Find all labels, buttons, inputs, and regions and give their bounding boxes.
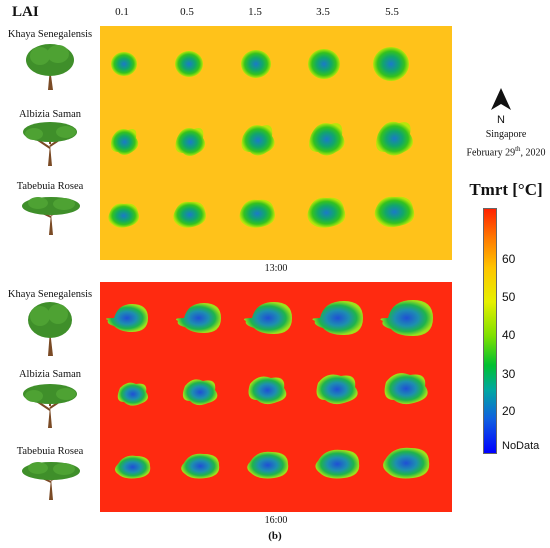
lai-value-1: 0.5 — [180, 6, 194, 18]
legend-nodata: NoData — [502, 440, 540, 452]
location-text: Singapore February 29th, 2020 — [466, 129, 546, 159]
north-label: N — [497, 114, 505, 126]
tabebuia-tree-icon — [22, 197, 80, 235]
legend-tick-20: 20 — [502, 404, 516, 418]
tabebuia-tree-icon-bottom — [22, 462, 80, 500]
species-label-khaya-bottom: Khaya Senegalensis — [7, 289, 93, 300]
species-label-tabebuia-bottom: Tabebuia Rosea — [16, 446, 84, 457]
time-label-13h: 13:00 — [264, 263, 288, 274]
lai-value-4: 5.5 — [385, 6, 399, 18]
species-label-tabebuia-top: Tabebuia Rosea — [16, 181, 84, 192]
legend-tick-30: 30 — [502, 367, 516, 381]
panel-letter: (b) — [268, 530, 282, 542]
legend-tick-60: 60 — [502, 252, 516, 266]
time-label-16h: 16:00 — [264, 515, 288, 526]
legend-tick-50: 50 — [502, 290, 516, 304]
tmrt-map-13h — [100, 26, 452, 260]
legend-title: Tmrt [°C] — [469, 180, 543, 199]
north-arrow-icon: N — [491, 88, 511, 126]
khaya-tree-icon-bottom — [28, 302, 72, 356]
tmrt-colorbar — [483, 208, 497, 454]
lai-value-0: 0.1 — [115, 6, 129, 18]
species-label-khaya-top: Khaya Senegalensis — [7, 29, 93, 40]
lai-axis-label: LAI — [12, 4, 39, 20]
khaya-tree-icon — [26, 44, 74, 90]
lai-value-3: 3.5 — [316, 6, 330, 18]
albizia-tree-icon-bottom — [23, 384, 77, 428]
albizia-tree-icon — [23, 122, 77, 166]
species-label-albizia-bottom: Albizia Saman — [18, 369, 82, 380]
lai-value-2: 1.5 — [248, 6, 262, 18]
species-label-albizia-top: Albizia Saman — [18, 109, 82, 120]
tmrt-map-16h — [100, 282, 452, 512]
legend-tick-40: 40 — [502, 328, 516, 342]
